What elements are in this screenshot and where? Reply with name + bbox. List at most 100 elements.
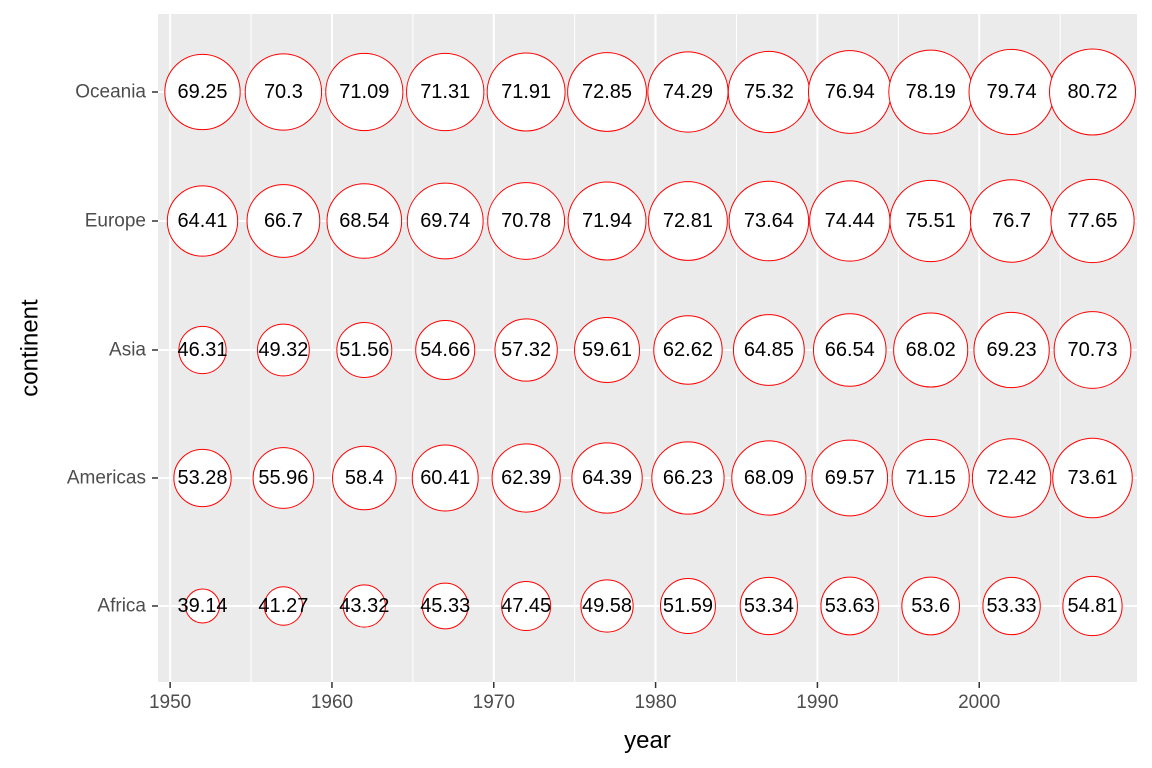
x-axis: 1950 1960 1970 1980 1990 2000: [149, 682, 1000, 713]
data-label: 69.57: [825, 467, 875, 489]
data-point: [1053, 311, 1132, 389]
data-label: 72.81: [663, 210, 713, 232]
data-label: 74.29: [663, 81, 713, 103]
data-label: 53.6: [911, 595, 950, 617]
data-label: 39.14: [177, 595, 227, 617]
x-tick-label: 1960: [311, 692, 353, 713]
data-label: 71.15: [906, 467, 956, 489]
data-label: 68.09: [744, 467, 794, 489]
data-point: [1062, 575, 1123, 637]
data-point: [973, 311, 1050, 389]
data-label: 71.09: [339, 81, 389, 103]
data-label: 73.64: [744, 210, 794, 232]
data-point: [653, 315, 723, 385]
data-label: 47.45: [501, 595, 551, 617]
y-tick-label: Africa: [97, 596, 146, 617]
data-point: [411, 444, 479, 512]
x-tick-label: 1990: [796, 692, 838, 713]
data-point: [246, 184, 321, 258]
data-point: [257, 323, 310, 377]
data-label: 75.51: [906, 210, 956, 232]
data-label: 51.56: [339, 339, 389, 361]
y-tick-label: Oceania: [75, 82, 146, 103]
data-label: 68.02: [906, 339, 956, 361]
data-point: [728, 180, 810, 262]
data-point: [731, 440, 807, 516]
data-point: [659, 578, 716, 634]
data-label: 58.4: [345, 467, 384, 489]
data-label: 62.39: [501, 467, 551, 489]
data-label: 70.78: [501, 210, 551, 232]
data-label: 45.33: [420, 595, 470, 617]
data-label: 53.34: [744, 595, 794, 617]
data-label: 70.3: [264, 81, 303, 103]
data-label: 77.65: [1067, 210, 1117, 232]
data-point: [648, 181, 728, 261]
data-label: 59.61: [582, 339, 632, 361]
data-label: 71.91: [501, 81, 551, 103]
data-label: 66.23: [663, 467, 713, 489]
y-tick-label: Asia: [109, 340, 146, 361]
data-point: [421, 582, 469, 630]
data-label: 69.74: [420, 210, 470, 232]
data-point: [1049, 48, 1136, 136]
data-label: 60.41: [420, 467, 470, 489]
x-tick-label: 1970: [473, 692, 515, 713]
data-label: 74.44: [825, 210, 875, 232]
data-label: 71.94: [582, 210, 632, 232]
data-point: [263, 586, 304, 626]
data-point: [332, 445, 397, 511]
data-label: 75.32: [744, 81, 794, 103]
data-point: [164, 53, 241, 131]
data-label: 51.59: [663, 595, 713, 617]
x-axis-title: year: [624, 727, 671, 754]
data-point: [336, 322, 393, 378]
data-label: 71.31: [420, 81, 470, 103]
data-label: 79.74: [987, 81, 1037, 103]
data-point: [494, 318, 558, 382]
data-label: 53.28: [177, 467, 227, 489]
data-label: 72.85: [582, 81, 632, 103]
data-point: [891, 438, 970, 518]
data-label: 76.7: [992, 210, 1031, 232]
data-label: 69.23: [987, 339, 1037, 361]
data-point: [173, 448, 232, 508]
data-point: [487, 182, 566, 260]
data-label: 53.33: [987, 595, 1037, 617]
data-label: 62.62: [663, 339, 713, 361]
data-label: 78.19: [906, 81, 956, 103]
data-point: [326, 183, 403, 259]
data-label: 73.61: [1067, 467, 1117, 489]
data-point: [651, 441, 725, 515]
data-points: [164, 48, 1136, 637]
data-point: [1052, 437, 1133, 519]
data-point: [739, 576, 799, 636]
data-point: [166, 185, 239, 257]
data-point: [406, 182, 484, 260]
data-label: 41.27: [258, 595, 308, 617]
data-point: [567, 181, 647, 261]
data-point: [901, 576, 961, 636]
data-point: [185, 588, 220, 624]
data-point: [325, 52, 404, 132]
data-point: [178, 325, 227, 375]
x-tick-label: 1950: [149, 692, 191, 713]
data-point: [811, 439, 889, 517]
data-point: [571, 442, 643, 514]
data-point: [812, 313, 887, 387]
data-label: 66.7: [264, 210, 303, 232]
data-label: 64.41: [177, 210, 227, 232]
data-point: [491, 443, 561, 513]
data-point: [501, 580, 552, 632]
data-label: 76.94: [825, 81, 875, 103]
y-axis-title: continent: [17, 299, 44, 397]
data-point: [342, 584, 386, 628]
data-point: [820, 576, 880, 636]
data-label: 64.39: [582, 467, 632, 489]
data-label: 64.85: [744, 339, 794, 361]
data-point: [971, 438, 1052, 518]
data-label: 68.54: [339, 210, 389, 232]
data-point: [415, 319, 476, 381]
data-labels: 39.14 41.27 43.32 45.33 47.45 49.58 51.59 53.34…: [177, 81, 1117, 617]
